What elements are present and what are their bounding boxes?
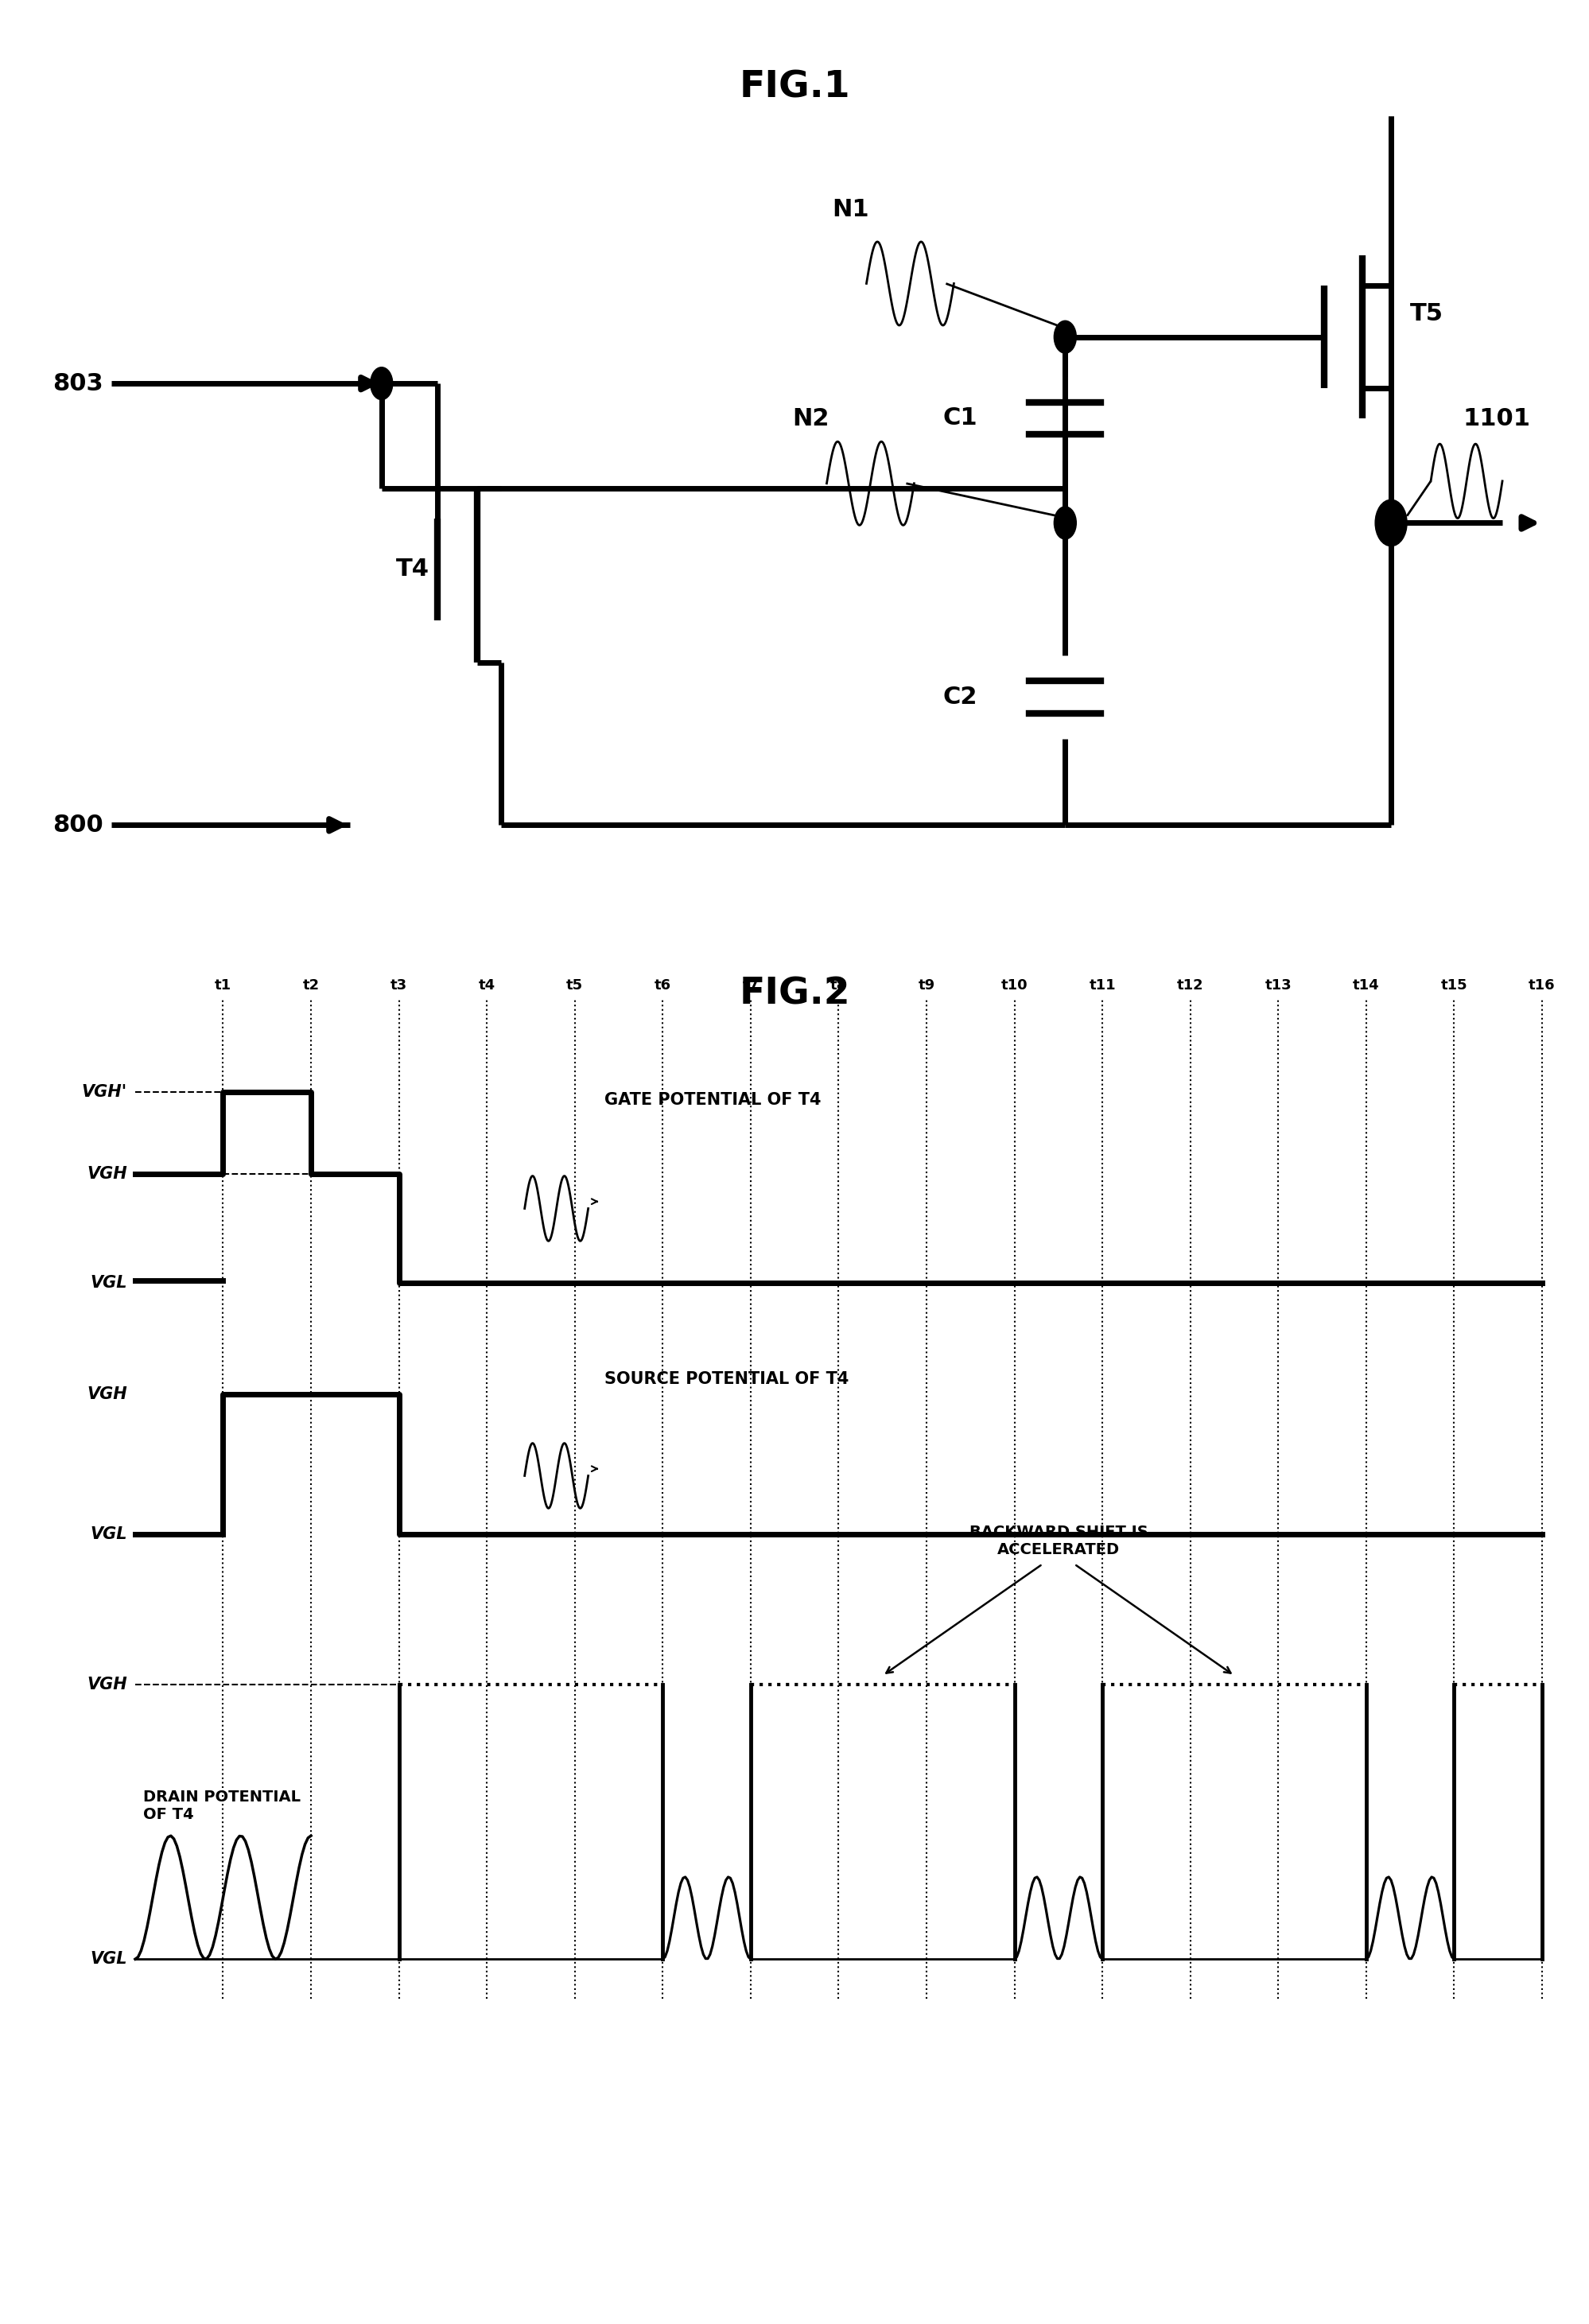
Text: VGH: VGH <box>87 1167 127 1181</box>
Text: t2: t2 <box>302 978 319 992</box>
Text: t16: t16 <box>1529 978 1554 992</box>
Text: 800: 800 <box>52 813 103 837</box>
Text: VGH': VGH' <box>81 1085 127 1099</box>
Text: 1101: 1101 <box>1462 407 1530 430</box>
Text: t12: t12 <box>1176 978 1203 992</box>
Text: FIG.2: FIG.2 <box>739 976 850 1011</box>
Text: C1: C1 <box>942 407 977 430</box>
Text: t7: t7 <box>742 978 758 992</box>
Text: t10: t10 <box>1001 978 1028 992</box>
Text: C2: C2 <box>942 686 977 709</box>
Text: t3: t3 <box>391 978 407 992</box>
Text: T4: T4 <box>396 558 429 581</box>
Text: VGH: VGH <box>87 1678 127 1692</box>
Text: t8: t8 <box>829 978 847 992</box>
Text: DRAIN POTENTIAL
OF T4: DRAIN POTENTIAL OF T4 <box>143 1789 300 1822</box>
Text: t11: t11 <box>1088 978 1115 992</box>
Text: t4: t4 <box>478 978 496 992</box>
Circle shape <box>370 367 392 400</box>
Text: 803: 803 <box>52 372 103 395</box>
Text: t14: t14 <box>1352 978 1379 992</box>
Text: VGH: VGH <box>87 1387 127 1401</box>
Text: FIG.1: FIG.1 <box>739 70 850 105</box>
Text: t6: t6 <box>655 978 671 992</box>
Text: GATE POTENTIAL OF T4: GATE POTENTIAL OF T4 <box>604 1092 820 1109</box>
Circle shape <box>1054 507 1076 539</box>
Text: t5: t5 <box>566 978 583 992</box>
Text: t13: t13 <box>1265 978 1290 992</box>
Text: N2: N2 <box>791 407 829 430</box>
Circle shape <box>1054 321 1076 353</box>
Text: VGL: VGL <box>91 1276 127 1290</box>
Text: T5: T5 <box>1409 302 1443 325</box>
Text: VGL: VGL <box>91 1527 127 1541</box>
Circle shape <box>1374 500 1406 546</box>
Text: SOURCE POTENTIAL OF T4: SOURCE POTENTIAL OF T4 <box>604 1371 849 1387</box>
Text: VGL: VGL <box>91 1952 127 1966</box>
Text: t1: t1 <box>215 978 232 992</box>
Text: t15: t15 <box>1440 978 1467 992</box>
Text: N1: N1 <box>831 198 869 221</box>
Text: BACKWARD SHIFT IS
ACCELERATED: BACKWARD SHIFT IS ACCELERATED <box>969 1525 1147 1557</box>
Text: t9: t9 <box>918 978 934 992</box>
